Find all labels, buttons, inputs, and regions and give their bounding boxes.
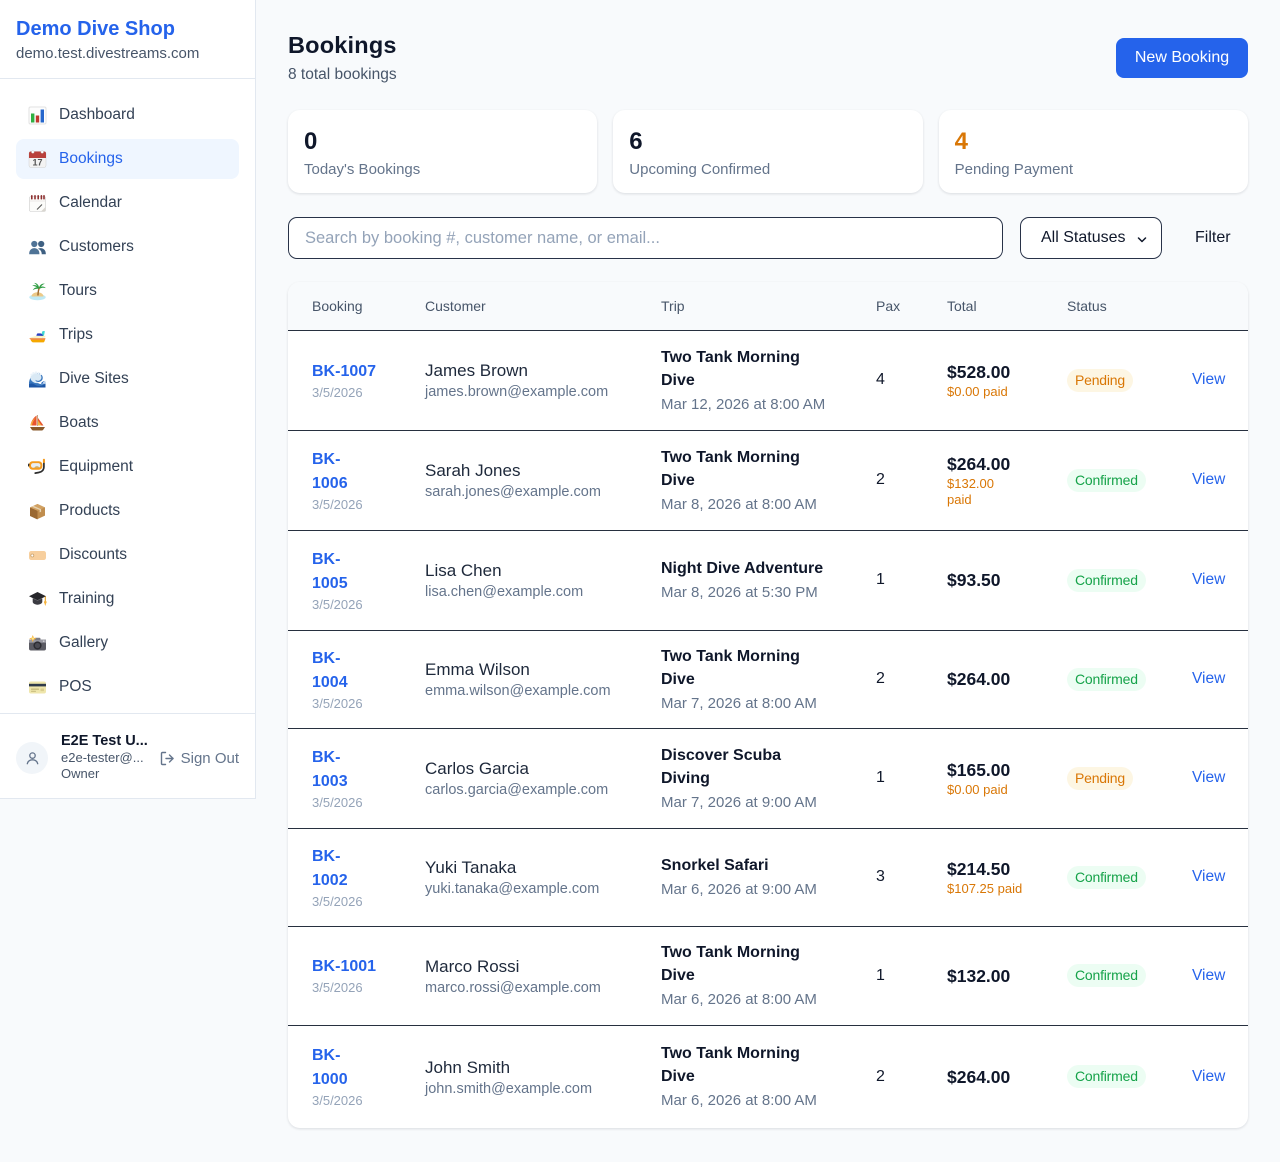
svg-text:17: 17 — [32, 157, 42, 167]
